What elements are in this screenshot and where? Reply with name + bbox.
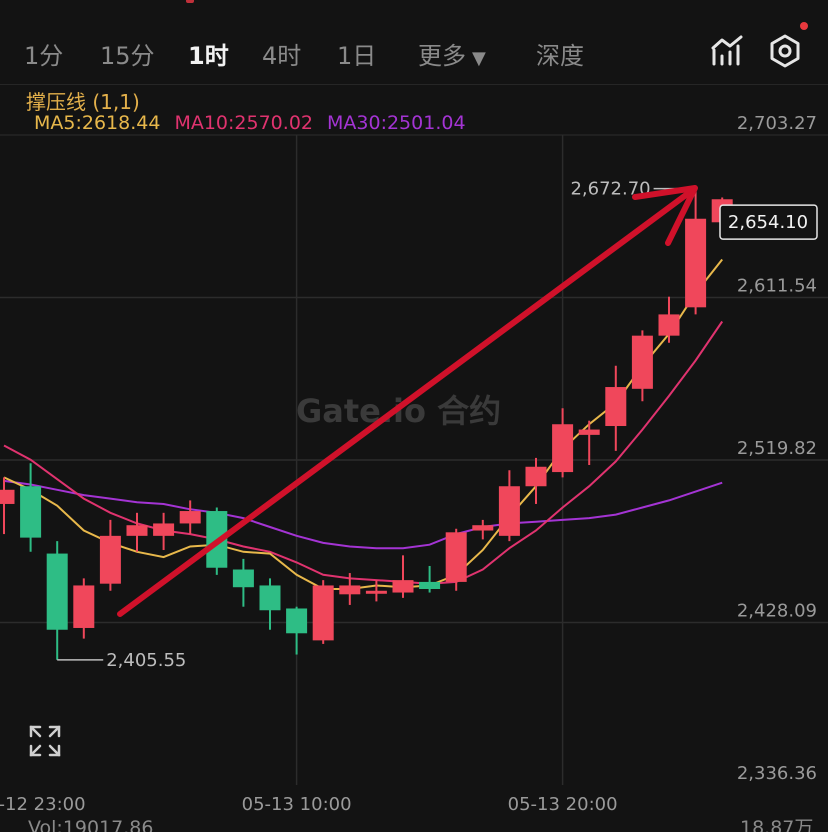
candle-body bbox=[472, 525, 494, 531]
x-tick-label: 05-13 20:00 bbox=[508, 794, 618, 815]
candle bbox=[73, 578, 95, 639]
tab-more[interactable]: 更多 ▼ bbox=[418, 36, 486, 71]
candle-body bbox=[685, 218, 707, 308]
candle-body bbox=[232, 569, 254, 588]
x-tick-label: 05-13 10:00 bbox=[242, 794, 352, 815]
ma30-line bbox=[3, 479, 723, 550]
candle-body bbox=[392, 580, 414, 593]
candle-body bbox=[498, 486, 520, 536]
candle-body bbox=[99, 535, 121, 584]
candle-body bbox=[525, 466, 547, 487]
timeframe-tab-bar: 1分 15分 1时 4时 1日 更多 ▼ 深度 bbox=[0, 20, 828, 85]
volume-label: Vol:19017.86 bbox=[28, 817, 154, 832]
triangle-down-icon: ▼ bbox=[472, 48, 486, 69]
chart-indicator-icon[interactable] bbox=[710, 34, 744, 68]
tab-15min[interactable]: 15分 bbox=[100, 42, 155, 70]
current-price-box bbox=[719, 204, 818, 240]
tab-more-label: 更多 bbox=[418, 42, 466, 70]
candle-body bbox=[605, 387, 627, 427]
current-price-label: 2,654.10 bbox=[728, 212, 808, 233]
y-tick-label: 2,428.09 bbox=[737, 600, 817, 621]
candle bbox=[365, 580, 387, 602]
top-edge-marker bbox=[186, 0, 194, 3]
ma5-layer bbox=[3, 258, 723, 590]
tab-1min[interactable]: 1分 bbox=[24, 42, 64, 70]
candle bbox=[20, 463, 42, 552]
ma30-legend: MA30:2501.04 bbox=[327, 112, 466, 134]
ma10-legend: MA10:2570.02 bbox=[174, 112, 313, 134]
candle bbox=[339, 573, 361, 605]
low-price-label: 2,405.55 bbox=[106, 650, 186, 671]
candle bbox=[259, 578, 281, 630]
candle-body bbox=[445, 532, 467, 582]
tab-1day[interactable]: 1日 bbox=[337, 42, 377, 70]
candle-body bbox=[20, 486, 42, 538]
tab-depth[interactable]: 深度 bbox=[536, 42, 584, 70]
candle-body bbox=[286, 608, 308, 634]
candles-layer bbox=[0, 188, 733, 660]
tab-1hour[interactable]: 1时 bbox=[188, 42, 229, 70]
candle bbox=[179, 500, 201, 535]
x-tick-label: 05-12 23:00 bbox=[0, 794, 86, 815]
hexagon-settings-icon[interactable] bbox=[768, 34, 802, 68]
candle bbox=[46, 541, 68, 660]
candle-body bbox=[179, 511, 201, 524]
y-tick-label: 2,519.82 bbox=[737, 438, 817, 459]
indicator-title[interactable]: 撑压线 (1,1) bbox=[26, 90, 140, 114]
candle-body bbox=[259, 585, 281, 611]
candle-body bbox=[631, 335, 653, 389]
ma5-legend: MA5:2618.44 bbox=[34, 112, 161, 134]
candle-body bbox=[0, 489, 15, 504]
notification-dot bbox=[800, 22, 808, 30]
candle-body bbox=[312, 585, 334, 641]
candle bbox=[392, 555, 414, 598]
candle-body bbox=[339, 585, 361, 595]
candle bbox=[312, 580, 334, 644]
fullscreen-icon[interactable] bbox=[28, 724, 62, 758]
candle bbox=[552, 408, 574, 478]
candle-body bbox=[126, 525, 148, 536]
trend-arrow bbox=[117, 185, 698, 617]
candle bbox=[445, 528, 467, 591]
candle bbox=[472, 519, 494, 540]
axis-labels-layer: 2,703.27 2,611.54 2,519.82 2,428.09 2,336.36… bbox=[0, 113, 818, 815]
candle-body bbox=[153, 523, 175, 536]
candle bbox=[419, 565, 441, 593]
candle bbox=[286, 606, 308, 655]
ma10-line bbox=[3, 320, 724, 585]
volume-axis-label: 18.87万 bbox=[740, 817, 814, 832]
tab-4hour[interactable]: 4时 bbox=[262, 42, 302, 70]
candle bbox=[0, 477, 15, 535]
candle-body bbox=[73, 585, 95, 628]
candle-body bbox=[552, 424, 574, 473]
trend-arrow-head bbox=[632, 185, 698, 246]
candle bbox=[605, 365, 627, 451]
candle bbox=[578, 420, 600, 465]
candle-body bbox=[578, 429, 600, 435]
candle bbox=[658, 296, 680, 343]
ma-legend: MA5:2618.44 MA10:2570.02 MA30:2501.04 bbox=[34, 112, 480, 134]
ma30-layer bbox=[3, 479, 723, 550]
y-tick-label: 2,336.36 bbox=[737, 763, 817, 784]
candle bbox=[126, 512, 148, 552]
candle-body bbox=[365, 590, 387, 594]
ma5-line bbox=[3, 258, 723, 590]
trend-arrow-shaft bbox=[117, 189, 693, 617]
candle bbox=[525, 457, 547, 504]
candle bbox=[232, 558, 254, 607]
candle-body bbox=[658, 314, 680, 336]
candle bbox=[685, 188, 707, 315]
y-tick-label: 2,703.27 bbox=[737, 113, 817, 134]
candle-body bbox=[419, 581, 441, 589]
y-tick-label: 2,611.54 bbox=[737, 276, 817, 297]
candle bbox=[631, 330, 653, 402]
candle bbox=[153, 512, 175, 551]
candle-body bbox=[46, 553, 68, 630]
ma10-layer bbox=[3, 320, 724, 585]
candle bbox=[498, 470, 520, 542]
high-price-label: 2,672.70 bbox=[570, 179, 650, 200]
candle bbox=[99, 519, 121, 591]
